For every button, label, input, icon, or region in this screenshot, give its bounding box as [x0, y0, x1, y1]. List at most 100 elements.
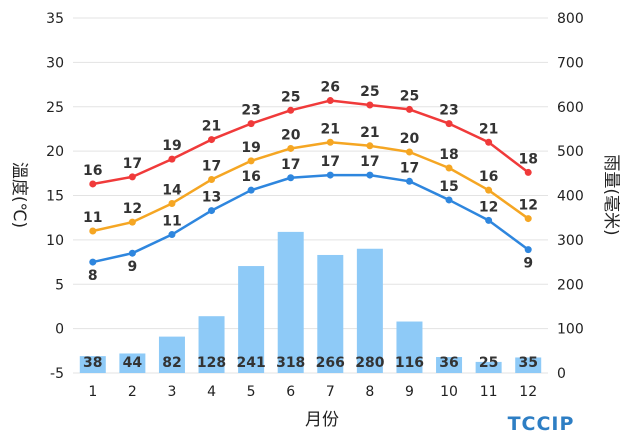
right-tick-label: 400: [557, 189, 584, 205]
max-temp-point: [247, 120, 255, 128]
min-temp-label: 12: [479, 199, 498, 215]
x-tick-label: 8: [365, 384, 374, 400]
mean-temp-point: [405, 148, 413, 156]
max-temp-point: [168, 155, 176, 163]
rainfall-label: 35: [518, 355, 537, 371]
max-temp-label: 19: [162, 138, 181, 154]
max-temp-label: 23: [439, 103, 458, 119]
max-temp-point: [208, 136, 216, 144]
min-temp-point: [445, 196, 453, 204]
min-temp-point: [168, 231, 176, 239]
left-tick-label: 10: [46, 233, 64, 249]
min-temp-line: [92, 173, 529, 264]
mean-temp-label: 14: [162, 182, 182, 198]
x-tick-label: 12: [519, 384, 537, 400]
x-tick-label: 5: [247, 384, 256, 400]
rainfall-bar: [277, 231, 304, 373]
max-temp-point: [89, 180, 97, 188]
mean-temp-label: 11: [83, 210, 102, 226]
x-tick-label: 4: [207, 384, 216, 400]
min-temp-point: [524, 246, 532, 254]
max-temp-label: 26: [321, 80, 340, 96]
rainfall-label: 266: [316, 355, 345, 371]
rainfall-label: 128: [197, 355, 226, 371]
right-tick-label: 800: [557, 11, 584, 27]
mean-temp-label: 17: [202, 159, 221, 175]
min-temp-label: 9: [523, 256, 533, 272]
mean-temp-point: [485, 186, 493, 194]
left-tick-label: 20: [46, 144, 64, 160]
min-temp-point: [128, 249, 136, 257]
mean-temp-point: [524, 215, 532, 223]
mean-temp-point: [326, 138, 334, 146]
rainfall-bar: [396, 321, 423, 373]
mean-temp-point: [89, 227, 97, 235]
mean-temp-point: [208, 176, 216, 184]
mean-temp-label: 21: [321, 121, 340, 137]
rainfall-label: 25: [479, 355, 498, 371]
mean-temp-label: 19: [241, 140, 260, 156]
mean-temp-label: 16: [479, 169, 498, 185]
mean-temp-label: 12: [518, 198, 537, 214]
rainfall-bar: [436, 357, 463, 373]
left-tick-label: 5: [55, 277, 64, 293]
rainfall-label: 280: [355, 355, 384, 371]
max-temp-label: 25: [360, 84, 379, 100]
right-tick-label: 200: [557, 277, 584, 293]
min-temp-label: 17: [281, 157, 300, 173]
left-tick-label: -5: [50, 366, 64, 382]
tccip-logo: TCCIP: [508, 413, 575, 435]
min-temp-label: 17: [321, 154, 340, 170]
x-tick-label: 6: [286, 384, 295, 400]
max-temp-point: [524, 168, 532, 176]
rainfall-label: 318: [276, 355, 305, 371]
mean-temp-line: [92, 141, 529, 233]
rainfall-label: 116: [395, 355, 424, 371]
temperature-lines: 16 17 19 21 23 25 26 25 25 23 21 18 11 12 14 17 19 20 21 21…: [83, 80, 538, 285]
max-temp-point: [128, 173, 136, 181]
max-temp-label: 18: [518, 151, 537, 167]
max-temp-point: [485, 138, 493, 146]
min-temp-label: 8: [88, 268, 98, 284]
rainfall-bar: [158, 336, 185, 373]
rainfall-bars: 38 44 82 128 241 318 266 280 116 36 25 35: [79, 231, 542, 373]
max-temp-line: [92, 99, 529, 186]
right-tick-label: 600: [557, 100, 584, 116]
left-tick-label: 30: [46, 55, 64, 71]
min-temp-label: 16: [241, 169, 260, 185]
min-temp-point: [485, 216, 493, 224]
rainfall-label: 38: [83, 355, 102, 371]
min-temp-point: [405, 177, 413, 185]
right-axis-title: 雨量(毫米): [601, 154, 620, 235]
rainfall-bar: [356, 248, 383, 373]
mean-temp-point: [128, 218, 136, 226]
min-temp-point: [247, 186, 255, 194]
max-temp-point: [366, 101, 374, 109]
max-temp-label: 23: [241, 103, 260, 119]
rainfall-bar: [317, 254, 344, 373]
x-tick-label: 10: [440, 384, 458, 400]
max-temp-point: [445, 120, 453, 128]
right-tick-label: 0: [557, 366, 566, 382]
right-axis-ticks: 0 100 200 300 400 500 600 700 800: [557, 11, 584, 382]
x-tick-label: 1: [88, 384, 97, 400]
rainfall-label: 241: [237, 355, 266, 371]
mean-temp-point: [287, 144, 295, 152]
rainfall-label: 36: [439, 355, 458, 371]
mean-temp-point: [445, 164, 453, 172]
x-tick-label: 11: [480, 384, 498, 400]
max-temp-label: 17: [123, 156, 142, 172]
right-tick-label: 100: [557, 322, 584, 338]
max-temp-point: [405, 105, 413, 113]
max-temp-label: 21: [202, 119, 221, 135]
mean-temp-point: [247, 157, 255, 165]
rainfall-bar: [198, 316, 225, 373]
min-temp-label: 11: [162, 214, 181, 230]
left-tick-label: 15: [46, 189, 64, 205]
left-axis-title: 溫度(℃): [9, 162, 29, 228]
x-tick-label: 2: [128, 384, 137, 400]
left-tick-label: 25: [46, 100, 64, 116]
mean-temp-label: 21: [360, 125, 379, 141]
min-temp-point: [208, 207, 216, 215]
